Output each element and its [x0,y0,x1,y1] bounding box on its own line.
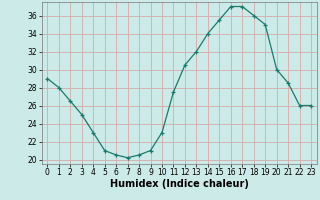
X-axis label: Humidex (Indice chaleur): Humidex (Indice chaleur) [110,179,249,189]
